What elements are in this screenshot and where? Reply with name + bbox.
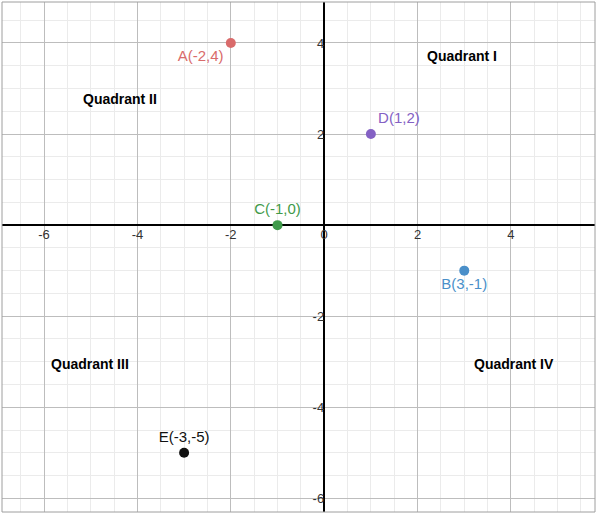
svg-text:-2: -2: [313, 309, 325, 324]
svg-text:Quadrant II: Quadrant II: [83, 91, 157, 107]
svg-text:A(-2,4): A(-2,4): [178, 47, 224, 64]
svg-text:-4: -4: [313, 400, 325, 415]
svg-text:4: 4: [317, 36, 324, 51]
svg-text:-2: -2: [225, 227, 237, 242]
svg-text:B(3,-1): B(3,-1): [441, 275, 487, 292]
svg-text:-6: -6: [38, 227, 50, 242]
svg-text:Quadrant I: Quadrant I: [427, 48, 497, 64]
svg-text:2: 2: [317, 127, 324, 142]
svg-text:C(-1,0): C(-1,0): [254, 200, 301, 217]
svg-text:E(-3,-5): E(-3,-5): [159, 428, 210, 445]
svg-text:2: 2: [414, 227, 421, 242]
svg-text:-6: -6: [313, 491, 325, 506]
svg-text:-4: -4: [132, 227, 144, 242]
svg-text:0: 0: [321, 227, 328, 242]
svg-text:4: 4: [507, 227, 514, 242]
svg-text:Quadrant III: Quadrant III: [51, 356, 129, 372]
svg-text:Quadrant IV: Quadrant IV: [474, 356, 554, 372]
svg-text:D(1,2): D(1,2): [378, 109, 420, 126]
